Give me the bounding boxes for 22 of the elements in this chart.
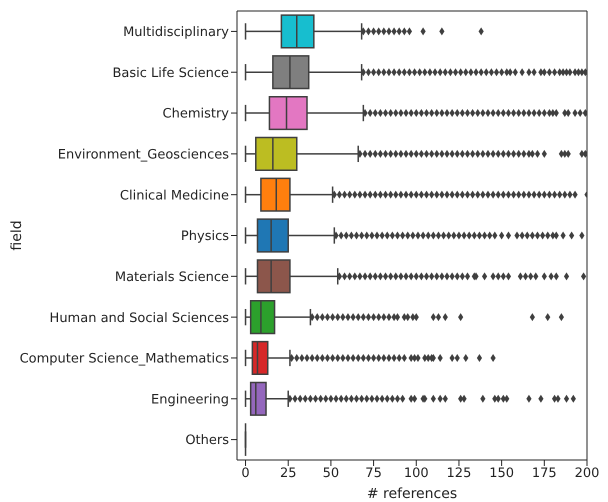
- x-tick-label: 125: [446, 466, 472, 482]
- x-tick-label: 25: [280, 466, 296, 482]
- x-tick-label: 175: [532, 466, 557, 482]
- y-tick-label: Multidisciplinary: [123, 25, 230, 40]
- y-tick-label: Engineering: [151, 392, 229, 408]
- x-tick-label: 75: [365, 466, 382, 482]
- x-tick-label: 100: [404, 466, 429, 482]
- x-tick-label: 200: [574, 466, 600, 482]
- y-tick-label: Chemistry: [162, 106, 230, 122]
- y-axis-title: field: [8, 220, 25, 251]
- y-tick-label: Others: [185, 433, 230, 448]
- x-tick-label: 0: [241, 466, 250, 482]
- y-tick-label: Physics: [180, 229, 230, 244]
- y-tick-label: Environment_Geosciences: [58, 147, 230, 162]
- y-tick-label: Materials Science: [114, 270, 229, 285]
- x-tick-label: 150: [489, 466, 514, 482]
- y-tick-label: Basic Life Science: [112, 66, 229, 81]
- y-tick-label: Computer Science_Mathematics: [20, 352, 230, 367]
- x-axis-title: # references: [366, 486, 458, 502]
- x-tick-label: 50: [322, 466, 340, 482]
- y-tick-label: Clinical Medicine: [120, 188, 229, 204]
- y-tick-label: Human and Social Sciences: [50, 310, 230, 326]
